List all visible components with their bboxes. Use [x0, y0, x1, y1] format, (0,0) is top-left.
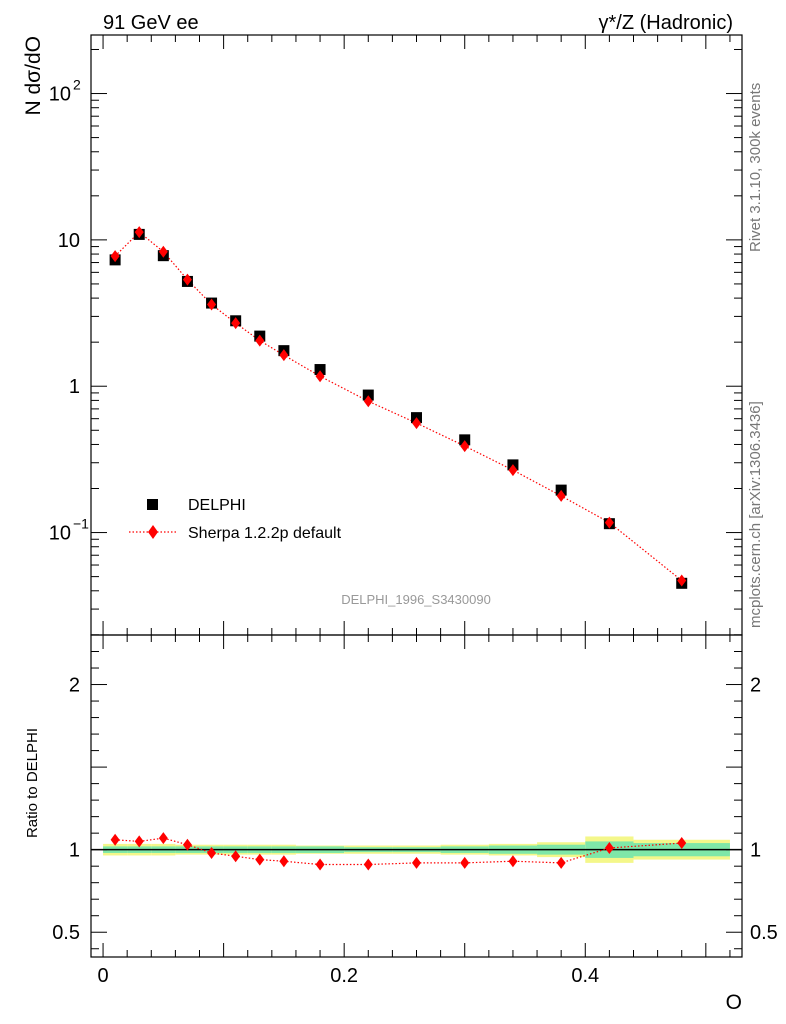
ratio-plot: 0 0.2 0.4 0.5 0.5 1 1 2 2	[52, 634, 778, 987]
mcplots-label: mcplots.cern.ch [arXiv:1306.3436]	[747, 401, 764, 628]
ratio-sherpa-point	[412, 856, 421, 869]
ratio-sherpa-point	[556, 856, 566, 869]
sherpa-point	[677, 574, 687, 587]
sherpa-point	[110, 250, 120, 263]
ratio-sherpa-point	[315, 858, 325, 871]
ratio-y-tick-label-right: 2	[750, 675, 761, 697]
y-tick-label-exponent: 2	[73, 77, 81, 93]
ratio-sherpa-point	[677, 837, 687, 850]
x-tick-label: 0.4	[571, 965, 599, 987]
ratio-sherpa-point	[279, 855, 289, 868]
sherpa-point	[412, 417, 421, 430]
sherpa-point	[158, 245, 168, 258]
sherpa-point	[134, 226, 144, 239]
sherpa-point	[182, 273, 192, 286]
energy-label: 91 GeV ee	[103, 12, 199, 34]
ratio-sherpa-point	[134, 835, 144, 848]
sherpa-point	[279, 349, 289, 362]
ratio-sherpa-point	[110, 833, 120, 846]
ratio-y-tick-label-right: 1	[750, 840, 761, 862]
y-tick-label: 1	[69, 376, 80, 398]
y-tick-label: 10	[49, 523, 71, 545]
x-tick-label: 0	[97, 965, 108, 987]
ratio-sherpa-point	[460, 856, 470, 869]
ratio-sherpa-point	[604, 842, 614, 855]
y-tick-label: 10	[49, 84, 71, 106]
sherpa-point	[363, 395, 373, 408]
y-tick-label-exponent: −1	[73, 516, 89, 532]
legend-label-delphi: DELPHI	[188, 497, 246, 514]
ratio-y-tick-label-left: 0.5	[52, 922, 80, 944]
sherpa-point	[460, 440, 470, 453]
rivet-label: Rivet 3.1.10, 300k events	[747, 83, 764, 252]
ratio-sherpa-point	[182, 838, 192, 851]
ratio-sherpa-point	[255, 853, 265, 866]
sherpa-point	[207, 298, 217, 311]
analysis-watermark: DELPHI_1996_S3430090	[341, 592, 491, 607]
sherpa-point	[231, 317, 241, 330]
y-axis-label-ratio: Ratio to DELPHI	[24, 728, 41, 838]
y-tick-label: 10	[58, 230, 80, 252]
main-frame	[90, 34, 743, 636]
sherpa-point	[556, 489, 566, 502]
ratio-sherpa-line	[115, 837, 682, 866]
sherpa-point	[604, 516, 614, 529]
ratio-sherpa-point	[207, 846, 217, 859]
ratio-y-tick-label-left: 1	[69, 840, 80, 862]
legend-marker-delphi	[147, 499, 158, 510]
ratio-y-tick-label-right: 0.5	[750, 922, 778, 944]
sherpa-point	[255, 334, 265, 347]
ratio-sherpa-point	[158, 832, 168, 845]
ratio-y-tick-label-left: 2	[69, 675, 80, 697]
legend-marker-sherpa	[148, 525, 158, 539]
legend: DELPHI Sherpa 1.2.2p default	[129, 497, 342, 542]
ratio-sherpa-point	[363, 858, 373, 871]
x-axis-label: O	[726, 991, 742, 1014]
process-label: γ*/Z (Hadronic)	[599, 12, 733, 34]
delphi-point	[362, 389, 374, 401]
ratio-sherpa-point	[231, 850, 241, 863]
delphi-point	[314, 364, 326, 376]
ratio-sherpa-point	[508, 855, 518, 868]
ratio-frame	[90, 634, 743, 958]
sherpa-point	[315, 370, 325, 383]
legend-label-sherpa: Sherpa 1.2.2p default	[188, 525, 342, 542]
delphi-point	[459, 434, 471, 446]
sherpa-point	[508, 464, 518, 477]
y-axis-label-main: N dσ/dO	[22, 36, 45, 116]
x-tick-label: 0.2	[330, 965, 358, 987]
sherpa-line	[114, 231, 683, 582]
